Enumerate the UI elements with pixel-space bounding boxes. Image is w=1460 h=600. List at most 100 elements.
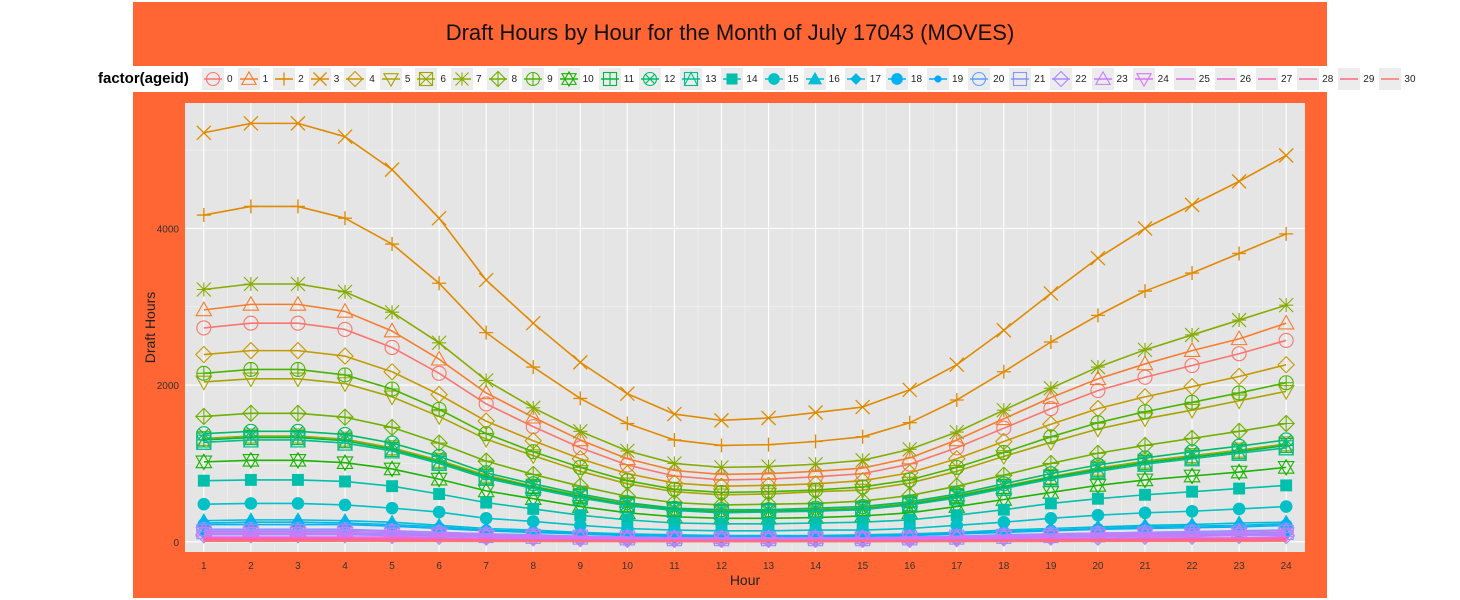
data-point — [1185, 395, 1200, 410]
data-point — [525, 315, 541, 331]
data-point — [996, 322, 1012, 338]
legend-key — [639, 68, 662, 90]
data-point — [621, 513, 634, 526]
data-point — [478, 373, 494, 388]
data-point — [1230, 527, 1248, 543]
data-point — [290, 423, 306, 439]
series-line — [203, 349, 1287, 487]
legend-label: 12 — [664, 73, 676, 85]
data-point — [243, 276, 259, 292]
legend-label: 8 — [511, 73, 518, 85]
data-point — [1280, 479, 1293, 492]
legend-marker — [490, 71, 505, 87]
data-point — [1138, 506, 1152, 520]
legend-item: 29 — [1338, 68, 1377, 90]
data-point — [198, 428, 210, 439]
data-point — [1278, 297, 1294, 313]
legend-item: 7 — [450, 68, 485, 90]
data-point — [1090, 383, 1106, 399]
legend-marker — [1094, 70, 1111, 85]
legend-label: 24 — [1157, 73, 1169, 85]
legend-marker — [526, 72, 540, 86]
legend-marker — [891, 73, 903, 85]
chart-figure: Draft Hours by Hour for the Month of Jul… — [98, 2, 1416, 598]
data-point — [385, 382, 400, 397]
data-point — [808, 434, 823, 449]
data-point — [384, 435, 400, 451]
data-point — [1183, 469, 1201, 485]
data-point — [289, 453, 307, 470]
data-point — [1137, 220, 1153, 236]
data-point — [1279, 375, 1294, 390]
data-point — [1139, 488, 1151, 501]
data-point — [384, 339, 400, 356]
data-point — [1230, 463, 1248, 479]
data-point — [619, 386, 635, 402]
data-point — [809, 517, 822, 529]
data-point — [289, 521, 307, 537]
legend-item: 4 — [344, 68, 378, 90]
legend-marker — [560, 70, 577, 85]
data-point — [1042, 455, 1059, 472]
data-point — [902, 415, 917, 430]
data-point — [1184, 357, 1200, 374]
y-tick-label: 2000 — [157, 381, 180, 392]
data-point — [527, 502, 540, 515]
data-point — [1090, 250, 1106, 266]
data-point — [1186, 485, 1199, 498]
data-point — [479, 512, 493, 525]
data-point — [242, 521, 260, 537]
series-line — [203, 529, 1287, 539]
data-point — [1183, 528, 1201, 544]
legend-key — [680, 68, 703, 90]
data-point — [432, 402, 447, 417]
data-point — [196, 125, 212, 141]
legend-marker — [645, 74, 656, 84]
legend-label: 6 — [440, 73, 446, 85]
data-point — [949, 357, 965, 373]
legend-marker — [934, 75, 942, 83]
data-point — [244, 473, 257, 486]
data-point — [290, 276, 306, 292]
data-point — [1277, 458, 1295, 474]
legend-key — [762, 68, 785, 90]
series-line — [203, 368, 1287, 494]
legend-key — [450, 68, 473, 90]
legend-item: 12 — [639, 68, 678, 90]
x-tick-label: 1 — [201, 561, 207, 572]
data-point — [195, 301, 213, 317]
data-point — [759, 464, 778, 480]
data-point — [337, 284, 353, 300]
data-point — [1277, 314, 1295, 330]
data-point — [996, 445, 1011, 460]
legend-key — [1009, 68, 1032, 90]
data-point — [195, 526, 213, 543]
data-point — [430, 472, 448, 488]
data-point — [620, 473, 635, 488]
data-point — [1044, 497, 1057, 510]
data-point — [478, 272, 494, 288]
data-point — [761, 459, 776, 474]
data-point — [572, 354, 588, 370]
legend-title: factor(ageid) — [98, 70, 189, 87]
data-point — [336, 521, 354, 537]
data-point — [1042, 530, 1060, 546]
legend-key — [415, 68, 438, 90]
legend-key — [721, 68, 744, 90]
data-point — [197, 497, 211, 511]
x-axis-title: Hour — [730, 572, 761, 588]
data-point — [242, 405, 259, 422]
data-point — [196, 282, 212, 297]
data-point — [196, 320, 212, 336]
legend-key — [885, 68, 908, 90]
legend-key — [308, 68, 331, 90]
data-point — [1042, 388, 1060, 404]
x-tick-label: 20 — [1092, 561, 1104, 572]
y-tick-label: 0 — [173, 538, 179, 549]
data-point — [668, 517, 681, 529]
series-line — [203, 122, 1287, 422]
legend-item: 5 — [379, 68, 414, 90]
data-point — [901, 496, 918, 513]
data-point — [338, 367, 352, 382]
legend-label: 19 — [952, 73, 964, 85]
